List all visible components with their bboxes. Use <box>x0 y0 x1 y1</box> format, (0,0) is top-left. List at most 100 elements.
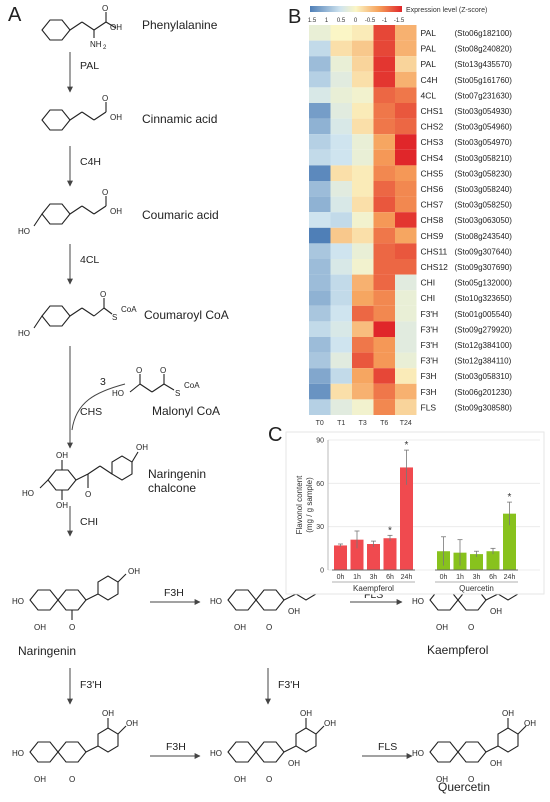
structure-coumaric-acid: OH O HO <box>18 188 122 236</box>
significance-marker: * <box>388 525 392 536</box>
svg-text:OH: OH <box>110 23 122 32</box>
structure-eriodictyol: OH OH HO OH O <box>12 709 138 784</box>
svg-text:OH: OH <box>524 719 536 728</box>
gene-id: (Sto08g240820) <box>455 45 513 54</box>
structure-phenylalanine: OH O NH 2 <box>41 4 122 51</box>
significance-marker: * <box>405 440 409 451</box>
gene-name: F3'H <box>421 340 439 350</box>
heatmap-cell <box>309 274 331 291</box>
label-coumaroyl-coa: Coumaroyl CoA <box>144 308 229 322</box>
svg-text:O: O <box>468 623 474 632</box>
heatmap-cell <box>373 165 395 181</box>
y-tick-label: 90 <box>316 438 324 445</box>
heatmap-cell <box>395 87 417 103</box>
heatmap-cell <box>373 274 395 291</box>
svg-text:HO: HO <box>412 749 424 758</box>
svg-text:OH: OH <box>436 623 448 632</box>
heatmap-cell <box>309 103 331 119</box>
heatmap-cell <box>330 87 352 103</box>
svg-text:OH: OH <box>324 719 336 728</box>
heatmap-cell <box>309 399 331 415</box>
y-tick-label: 60 <box>316 481 324 488</box>
gene-id: (Sto03g063050) <box>455 216 513 225</box>
group-label-quercetin: Quercetin <box>459 584 494 593</box>
gene-id: (Sto12g384110) <box>455 357 512 366</box>
enzyme-chi: CHI <box>80 516 99 528</box>
legend-tick-label: -1.5 <box>394 18 405 24</box>
legend-colorbar <box>310 6 402 12</box>
heatmap-cell <box>309 227 331 244</box>
heatmap-cell <box>373 56 395 72</box>
legend-tick-label: 0.5 <box>337 18 346 24</box>
heatmap-cell <box>330 227 352 244</box>
enzyme-4cl: 4CL <box>80 254 100 266</box>
heatmap-cell <box>373 71 395 88</box>
heatmap-cell <box>395 290 417 306</box>
structure-malonyl-coa: HO O O S CoA <box>112 366 200 398</box>
heatmap-cell <box>352 243 374 259</box>
heatmap-cell <box>352 383 374 400</box>
svg-text:OH: OH <box>502 709 514 718</box>
heatmap-cell <box>373 25 395 41</box>
x-tick-label: 0h <box>440 574 448 581</box>
heatmap-cell <box>330 118 352 135</box>
gene-name: CHS6 <box>421 184 444 194</box>
heatmap-cell <box>309 212 331 228</box>
svg-text:O: O <box>160 366 166 375</box>
svg-text:S: S <box>175 389 180 398</box>
svg-text:OH: OH <box>102 709 114 718</box>
gene-name: F3'H <box>421 324 439 334</box>
svg-text:OH: OH <box>56 451 68 460</box>
heatmap-cell <box>352 40 374 57</box>
heatmap-cell <box>352 149 374 166</box>
legend-tick-label: -1 <box>382 18 388 24</box>
gene-name: CHS3 <box>421 137 444 147</box>
enzyme-f3h-bottom: F3H <box>166 741 186 753</box>
heatmap-cell <box>330 337 352 353</box>
svg-text:O: O <box>85 490 91 499</box>
x-tick-label: 6h <box>386 574 394 581</box>
x-tick-label: 6h <box>489 574 497 581</box>
heatmap-cell <box>395 212 417 228</box>
heatmap-cell <box>352 290 374 306</box>
panel-label-c: C <box>268 424 283 446</box>
svg-text:HO: HO <box>22 489 34 498</box>
heatmap-column-label: T24 <box>400 420 412 427</box>
legend-tick-label: 1 <box>325 18 329 24</box>
gene-name: CHI <box>421 293 436 303</box>
label-cinnamic-acid: Cinnamic acid <box>142 112 218 126</box>
enzyme-chs: CHS <box>80 406 103 418</box>
heatmap-cell <box>352 352 374 369</box>
heatmap-cell <box>373 305 395 322</box>
x-tick-label: 1h <box>353 574 361 581</box>
gene-id: (Sto10g323650) <box>455 294 513 303</box>
bar-kaempferol-3h <box>367 544 380 570</box>
gene-id: (Sto03g058240) <box>455 185 513 194</box>
svg-text:HO: HO <box>112 389 124 398</box>
bar-kaempferol-1h <box>350 539 364 570</box>
gene-name: 4CL <box>421 90 437 100</box>
heatmap-cell <box>309 196 331 213</box>
heatmap-cell <box>309 165 331 181</box>
svg-text:HO: HO <box>18 227 30 236</box>
gene-id: (Sto06g182100) <box>455 29 513 38</box>
gene-name: F3H <box>421 371 437 381</box>
heatmap-cell <box>330 71 352 88</box>
gene-id: (Sto09g279920) <box>455 325 513 334</box>
heatmap-cell <box>373 149 395 166</box>
arrow-malonyl-merge <box>71 383 126 431</box>
gene-name: PAL <box>421 59 437 69</box>
enzyme-pal: PAL <box>80 60 100 72</box>
heatmap-cell <box>373 87 395 103</box>
heatmap-cell <box>395 134 417 150</box>
label-naringenin-chalcone: Naringenin chalcone <box>148 467 207 495</box>
heatmap-cell <box>309 305 331 322</box>
x-tick-label: 24h <box>504 574 516 581</box>
svg-text:O: O <box>102 4 108 13</box>
gene-id: (Sto05g161760) <box>455 76 513 85</box>
structure-coumaroyl-coa: O S CoA HO <box>18 290 137 338</box>
heatmap-cell <box>373 352 395 369</box>
heatmap-cell <box>395 368 417 384</box>
heatmap-cell <box>395 337 417 353</box>
malonyl-stoichiometry: 3 <box>100 376 106 388</box>
